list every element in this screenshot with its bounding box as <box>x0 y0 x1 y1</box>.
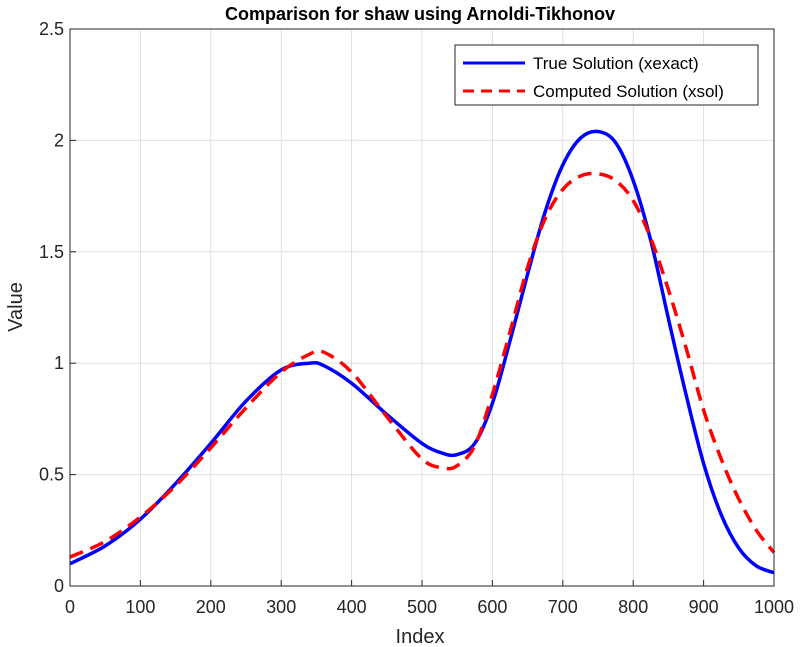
x-tick-label: 0 <box>65 597 75 617</box>
x-tick-label: 800 <box>618 597 648 617</box>
x-axis-label: Index <box>396 626 445 647</box>
ticks: 0 100 200 300 400 500 600 700 800 900 1000 0 0.5 1 1.5… <box>39 19 794 617</box>
chart-title: Comparison for shaw using Arnoldi-Tikhon… <box>225 4 615 24</box>
series-line-true-solution <box>69 129 775 575</box>
y-tick-label: 0 <box>54 576 64 596</box>
series-line-computed-solution <box>69 171 776 559</box>
x-tick-label: 500 <box>407 597 437 617</box>
x-tick-label: 400 <box>337 597 367 617</box>
x-tick-label: 700 <box>548 597 578 617</box>
legend-label-true: True Solution (xexact) <box>533 54 699 73</box>
x-tick-label: 300 <box>266 597 296 617</box>
x-tick-label: 200 <box>196 597 226 617</box>
series-layer <box>69 129 776 575</box>
y-tick-label: 0.5 <box>39 465 64 485</box>
y-tick-label: 1 <box>54 353 64 373</box>
y-tick-label: 1.5 <box>39 242 64 262</box>
legend-box <box>454 44 759 106</box>
legend: True Solution (xexact) Computed Solution… <box>454 44 759 106</box>
x-tick-label: 600 <box>477 597 507 617</box>
y-tick-label: 2 <box>54 130 64 150</box>
y-axis-label: Value <box>5 282 27 332</box>
x-tick-label: 100 <box>125 597 155 617</box>
x-tick-label: 1000 <box>754 597 794 617</box>
y-tick-label: 2.5 <box>39 19 64 39</box>
legend-label-computed: Computed Solution (xsol) <box>533 82 724 101</box>
x-tick-label: 900 <box>689 597 719 617</box>
